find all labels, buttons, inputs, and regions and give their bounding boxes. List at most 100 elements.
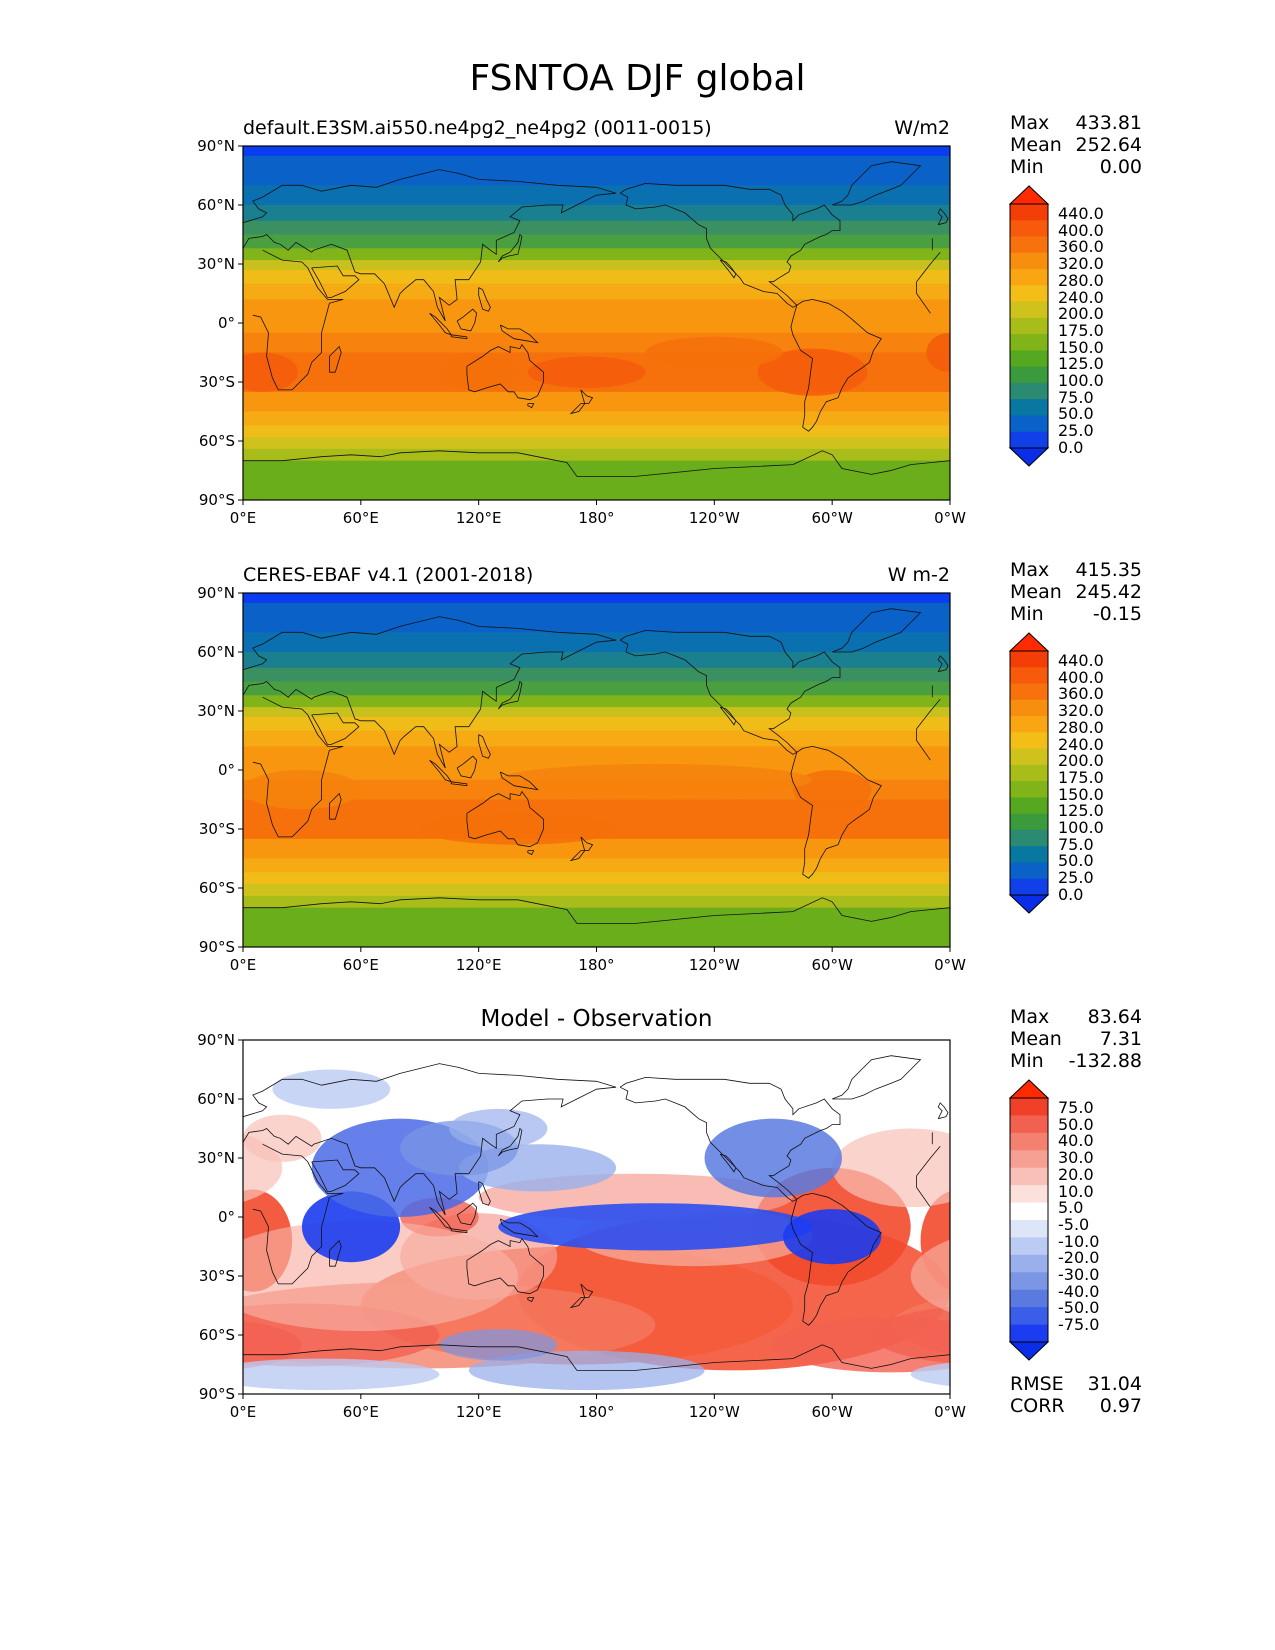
colorbar-segment	[1010, 1237, 1048, 1256]
colorbar-tick-label: 75.0	[1058, 387, 1094, 407]
field-anomaly-blob	[243, 1114, 322, 1162]
coastline	[916, 728, 931, 761]
colorbar-frame	[1009, 650, 1049, 896]
field-band	[243, 872, 950, 885]
field-maximum	[527, 356, 646, 388]
rmse-value: 31.04	[1087, 1373, 1142, 1395]
lat-tick-label: 30°N	[197, 255, 235, 273]
colorbar-tick-label: -40.0	[1058, 1281, 1100, 1301]
coastlines	[243, 1055, 950, 1371]
lon-tick-label: 180°	[578, 956, 614, 974]
lat-tick-label: 30°N	[197, 702, 235, 720]
field-anomaly-blob	[272, 1069, 391, 1109]
field-anomaly-blob	[773, 1317, 950, 1373]
colorbar-extend-low	[1008, 447, 1050, 467]
field-band	[243, 391, 950, 412]
field-maximum	[243, 770, 361, 810]
colorbar-tick-label: 400.0	[1058, 220, 1104, 240]
field-anomaly-blob	[910, 1239, 950, 1313]
stat-mean-value: 7.31	[1099, 1028, 1142, 1050]
coastline	[916, 1175, 931, 1208]
colorbar-tick-label: 40.0	[1058, 1131, 1094, 1151]
colorbar-tick-label: -10.0	[1058, 1231, 1100, 1251]
corr-value: 0.97	[1099, 1395, 1142, 1417]
field-band	[243, 730, 950, 747]
lon-tick-label: 120°E	[456, 509, 502, 527]
lon-tick-label: 120°E	[456, 1403, 502, 1421]
lon-tick-label: 120°W	[689, 1403, 740, 1421]
coastline	[499, 324, 539, 344]
colorbar-tick-label: 125.0	[1058, 801, 1104, 821]
coastline	[243, 1063, 617, 1216]
coastline	[619, 182, 841, 308]
colorbar-tick-label: 0.0	[1058, 437, 1084, 457]
lon-tick-label: 0°E	[230, 956, 257, 974]
stat-mean-value: 252.64	[1075, 134, 1142, 156]
field-layer	[243, 146, 950, 500]
coastline	[456, 755, 478, 779]
field-maximum	[645, 336, 784, 369]
colorbar-segment	[1010, 878, 1048, 896]
lat-tick-label: 90°N	[197, 584, 235, 602]
coastline	[527, 1297, 535, 1303]
field-band	[243, 593, 950, 604]
field-anomaly-blob	[783, 1209, 882, 1265]
lat-tick-label: 90°S	[199, 938, 235, 956]
field-anomaly-blob	[439, 1329, 558, 1361]
field-band	[243, 667, 950, 682]
colorbar-tick-label: 440.0	[1058, 651, 1104, 670]
colorbar-segment	[1010, 683, 1048, 701]
coastlines	[243, 608, 950, 924]
coastline	[243, 1344, 950, 1371]
colorbar-tick-label: -30.0	[1058, 1265, 1100, 1285]
coastline	[243, 616, 617, 769]
coastline	[916, 1145, 941, 1176]
coastline	[832, 161, 922, 206]
colorbar-tick-label: 30.0	[1058, 1148, 1094, 1168]
colorbar-segment	[1010, 1254, 1048, 1273]
stat-label: Mean	[1010, 581, 1062, 603]
obs-stats: Max 415.35 Mean 245.42 Min -0.15	[1010, 559, 1142, 625]
colorbar-tick-label: 240.0	[1058, 287, 1104, 307]
coastline	[569, 403, 586, 415]
coastline	[499, 1218, 539, 1238]
colorbar-tick-label: 200.0	[1058, 751, 1104, 771]
diff-stats: Max 83.64 Mean 7.31 Min -132.88	[1010, 1006, 1142, 1072]
field-anomaly-blob	[704, 1118, 842, 1198]
stat-label: Min	[1010, 156, 1044, 178]
coastline	[790, 298, 882, 432]
colorbar-tick-label: 50.0	[1058, 1114, 1094, 1134]
coastline	[719, 1153, 737, 1173]
colorbar-segment	[1010, 252, 1048, 270]
colorbar-segment	[1010, 301, 1048, 319]
colorbar-tick-label: -5.0	[1058, 1214, 1090, 1234]
stat-min-value: -0.15	[1092, 603, 1142, 625]
diff-metrics: RMSE 31.04 CORR 0.97	[1010, 1373, 1142, 1417]
colorbar-tick-label: 320.0	[1058, 701, 1104, 721]
field-anomaly-blob	[950, 1115, 980, 1162]
coastline	[252, 696, 344, 838]
field-band	[243, 838, 950, 859]
lon-tick-label: 60°W	[811, 509, 853, 527]
colorbar-segment	[1010, 236, 1048, 254]
lon-tick-label: 120°E	[456, 956, 502, 974]
field-band	[243, 707, 950, 718]
coastline	[478, 734, 491, 759]
lat-tick-label: 30°N	[197, 1149, 235, 1167]
field-band	[243, 681, 950, 696]
colorbar-tick-label: 150.0	[1058, 784, 1104, 804]
field-band	[243, 716, 950, 732]
obs-panel-title: CERES-EBAF v4.1 (2001-2018)	[243, 564, 534, 586]
lon-tick-label: 60°W	[811, 956, 853, 974]
coastline	[328, 345, 342, 373]
coastline	[790, 1192, 882, 1326]
colorbar-segment	[1010, 667, 1048, 684]
lat-tick-label: 90°N	[197, 137, 235, 155]
coastline	[497, 1127, 523, 1157]
coastline	[569, 850, 586, 862]
lat-tick-label: 0°	[218, 314, 235, 332]
colorbar-tick-label: 240.0	[1058, 734, 1104, 754]
field-anomaly-blob	[243, 1220, 518, 1332]
field-layer	[243, 1040, 980, 1394]
coastline	[719, 259, 737, 279]
